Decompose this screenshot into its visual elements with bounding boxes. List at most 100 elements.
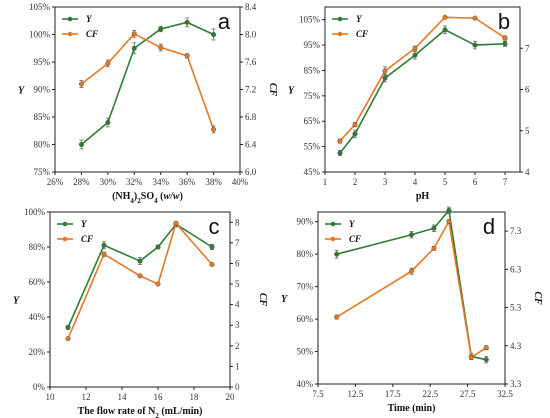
series-y <box>334 206 489 364</box>
y2-tick-label: 5 <box>235 279 240 289</box>
series-line <box>67 223 213 328</box>
x-tick-label: 7.5 <box>312 389 324 399</box>
data-point <box>502 41 508 47</box>
y2-tick-label: 7 <box>525 43 530 53</box>
data-point <box>442 27 448 33</box>
legend-label: CF <box>349 234 361 244</box>
data-point <box>209 244 215 250</box>
y-tick-label: 45% <box>304 167 321 177</box>
y-tick-label: 40% <box>297 379 314 389</box>
y2-axis-label: CF <box>267 83 278 97</box>
data-point <box>412 45 418 51</box>
legend-label: Y <box>356 14 363 24</box>
chart-panel-d: 7.5 12.5 17.5 22.5 27.5 32.5 40% 50% 60% 70% 80% 90… <box>281 206 543 414</box>
data-point <box>472 42 478 48</box>
y-tick-label: 75% <box>304 91 321 101</box>
y2-tick-label: 4 <box>235 300 240 310</box>
data-point <box>502 35 508 41</box>
y-tick-label: 95% <box>34 57 51 67</box>
legend-marker <box>62 221 68 227</box>
data-point <box>155 281 161 287</box>
series-line <box>80 32 215 130</box>
x-axis-label-part: (mL/min) <box>159 406 203 417</box>
y2-tick-label: 4 <box>525 167 530 177</box>
data-point <box>483 357 489 363</box>
x-axis-label: pH <box>416 191 430 202</box>
series-line <box>67 221 213 339</box>
x-axis-label-part: ) <box>180 191 183 202</box>
x-tick-label: 20 <box>226 392 236 402</box>
data-point <box>468 354 474 360</box>
y-tick-label: 100% <box>24 207 46 217</box>
x-axis-label: Time (min) <box>388 403 436 414</box>
series-line <box>336 208 487 361</box>
y-tick-label: 105% <box>29 2 51 12</box>
x-tick-label: 38% <box>205 177 222 187</box>
y-tick-label: 40% <box>29 312 46 322</box>
x-axis-label-part: 4 <box>130 197 134 205</box>
y-tick-label: 20% <box>29 347 46 357</box>
legend-label: Y <box>86 14 93 24</box>
data-point <box>382 75 388 81</box>
chart-panel-a: 26% 28% 30% 32% 34% 36% 38% 40% 75% 80% 85% 90% 95% 1… <box>18 2 278 205</box>
x-tick-label: 17.5 <box>385 389 401 399</box>
x-tick-label: 40% <box>232 177 249 187</box>
chart-panel-c: 10 12 14 16 18 200%20%40%60%80%100%012345678T… <box>13 207 268 418</box>
y-tick-label: 80% <box>34 140 51 150</box>
chart-panel-b: 1 2 3 4 5 6 7 45% 55% 65% 75% 85% 95% 105% 4 5 6 7 pH Y CF b Y… <box>288 6 550 202</box>
series-cf <box>65 220 215 342</box>
x-tick-label: 30% <box>100 177 117 187</box>
y2-tick-label: 6.8 <box>245 112 257 122</box>
x-tick-label: 6 <box>473 177 478 187</box>
data-point <box>442 14 448 20</box>
data-point <box>131 31 137 37</box>
x-axis-label-part: 4 <box>154 197 158 205</box>
y-tick-label: 90% <box>297 217 314 227</box>
panel-letter: b <box>498 9 510 34</box>
legend: Y CF <box>62 14 98 39</box>
x-tick-label: 27.5 <box>460 389 476 399</box>
x-axis-label-part: 2 <box>155 412 159 418</box>
y-tick-label: 80% <box>297 249 314 259</box>
y-tick-label: 60% <box>297 314 314 324</box>
data-point <box>409 232 415 238</box>
x-tick-label: 26% <box>47 177 64 187</box>
data-point <box>334 314 340 320</box>
y-axis-label: Y <box>288 86 295 97</box>
series-line <box>336 219 487 359</box>
panel-letter: a <box>218 9 231 34</box>
x-tick-label: 34% <box>152 177 169 187</box>
data-point <box>173 220 179 226</box>
x-tick-label: 12 <box>82 392 91 402</box>
data-point <box>158 26 164 32</box>
y2-tick-label: 3.3 <box>510 379 522 389</box>
x-tick-label: 10 <box>46 392 56 402</box>
x-tick-label: 22.5 <box>422 389 438 399</box>
data-point <box>158 45 164 51</box>
y-tick-label: 75% <box>34 167 51 177</box>
data-point <box>155 244 161 250</box>
data-point <box>431 245 437 251</box>
y2-tick-label: 7.6 <box>245 57 257 67</box>
x-axis-label-part: w/w <box>163 191 179 202</box>
y2-tick-label: 7 <box>235 238 240 248</box>
y-tick-label: 105% <box>299 15 321 25</box>
data-point <box>337 150 343 156</box>
y-tick-label: 85% <box>304 65 321 75</box>
data-point <box>211 126 217 132</box>
legend-label: CF <box>356 29 368 39</box>
series-line <box>80 21 214 146</box>
x-tick-label: 16 <box>154 392 164 402</box>
legend-marker <box>330 221 336 227</box>
series-y <box>337 25 508 156</box>
x-axis-label-part: The flow rate of N <box>78 406 157 417</box>
legend-label: Y <box>81 219 88 229</box>
x-tick-label: 36% <box>179 177 196 187</box>
y-tick-label: 60% <box>29 277 46 287</box>
legend: Y CF <box>325 219 361 244</box>
y2-tick-label: 7.3 <box>510 226 522 236</box>
y-axis-label: Y <box>18 86 25 97</box>
x-tick-label: 7 <box>503 177 508 187</box>
x-tick-label: 4 <box>413 177 418 187</box>
